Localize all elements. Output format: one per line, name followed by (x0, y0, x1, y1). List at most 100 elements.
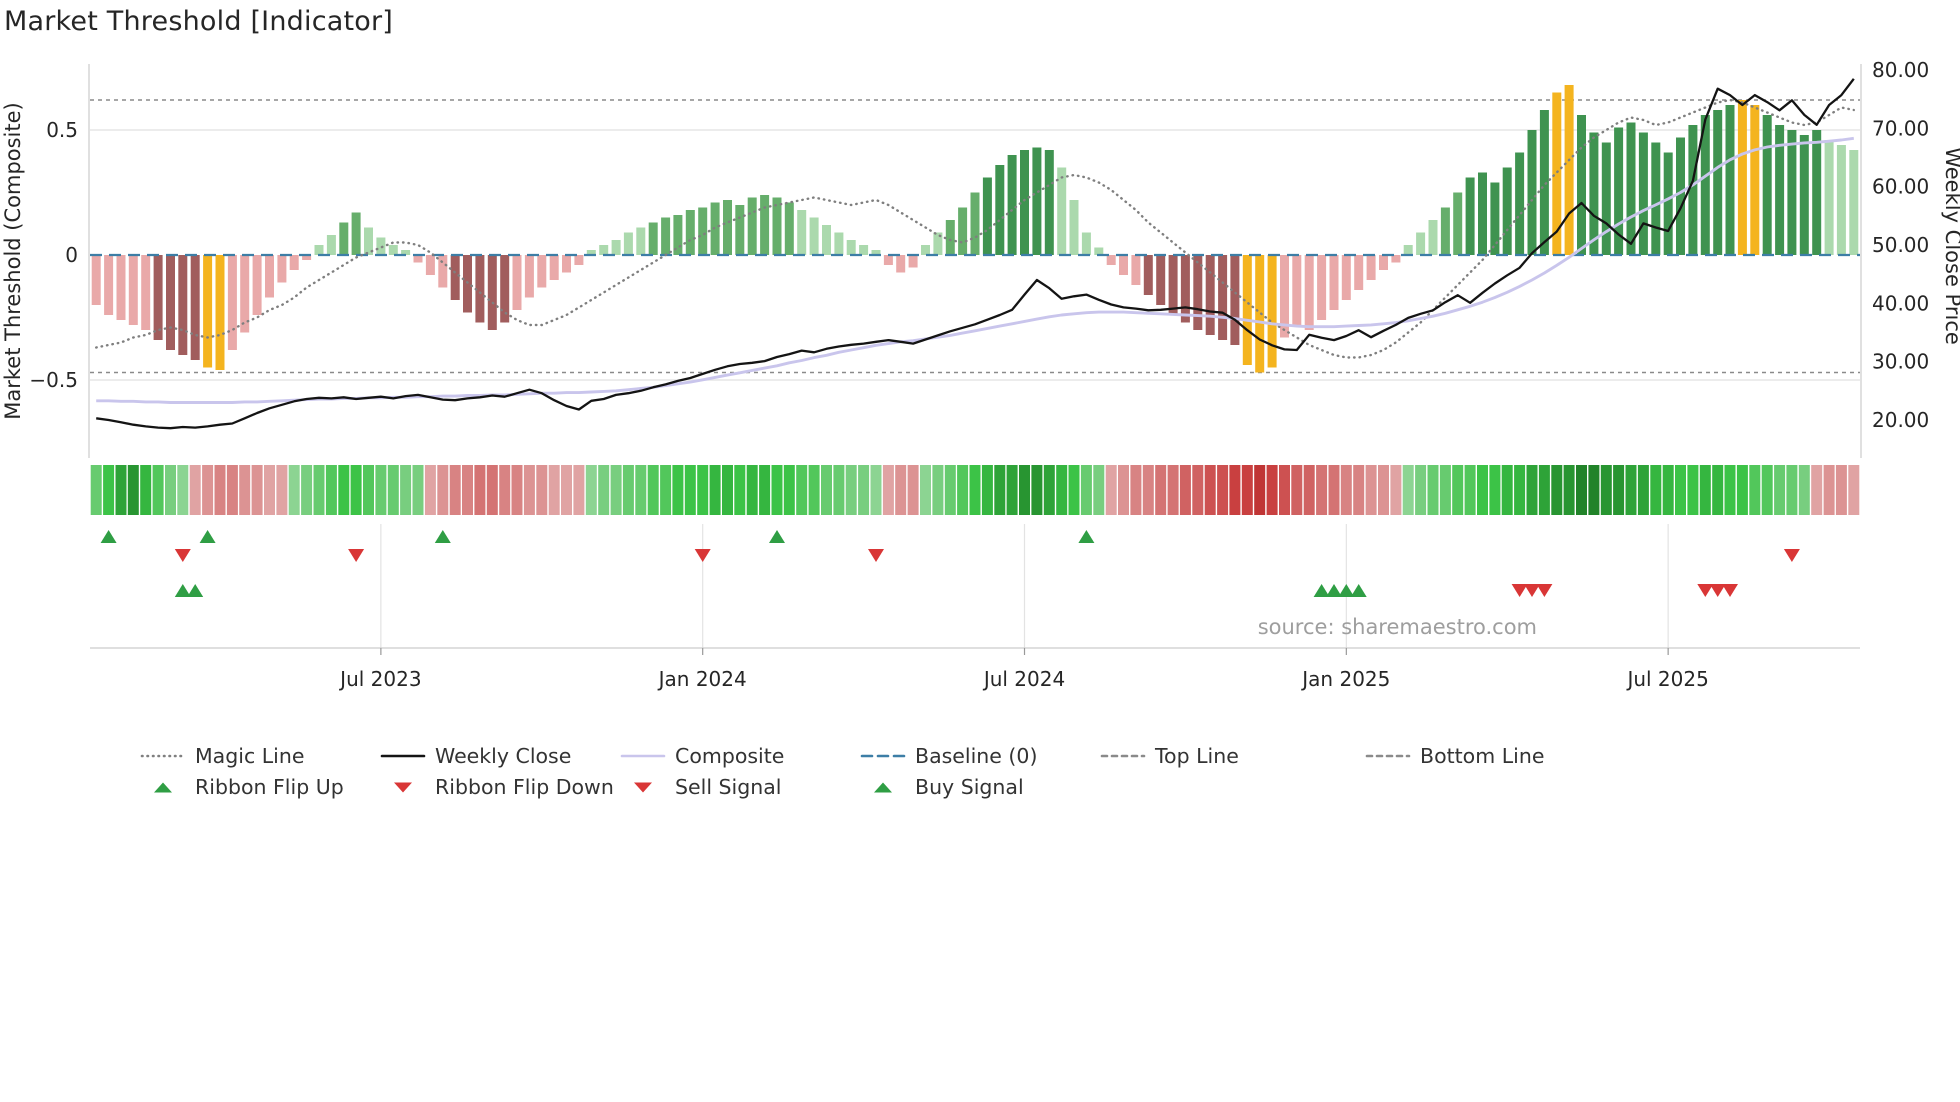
threshold-bar (1081, 232, 1091, 255)
ribbon-cell (1811, 465, 1823, 515)
ribbon-cell (1835, 465, 1847, 515)
ribbon-cell (1588, 465, 1600, 515)
threshold-bar (1341, 255, 1351, 300)
threshold-bar (1119, 255, 1128, 275)
ribbon-flip-up-marker (1078, 530, 1095, 543)
right-axis-tick-label: 70.00 (1872, 116, 1929, 140)
threshold-bar (1601, 142, 1611, 255)
page-title: Market Threshold [Indicator] (4, 6, 394, 37)
ribbon-cell (573, 465, 585, 515)
threshold-bar (1131, 255, 1141, 285)
ribbon-cell (115, 465, 127, 515)
threshold-bar (1552, 92, 1562, 255)
ribbon-cell (536, 465, 548, 515)
ribbon-cell (1130, 465, 1142, 515)
ribbon-cell (1761, 465, 1773, 515)
ribbon-cell (1637, 465, 1649, 515)
sell-signal-marker (1536, 584, 1553, 597)
ribbon-cell (449, 465, 461, 515)
ribbon-cell (1291, 465, 1303, 515)
ribbon-cell (1415, 465, 1427, 515)
threshold-bar (1366, 255, 1376, 280)
left-axis-tick-label: −0.5 (29, 368, 78, 392)
threshold-bar (1020, 150, 1029, 255)
ribbon-cell (1576, 465, 1587, 515)
ribbon-cell (1266, 465, 1278, 515)
ribbon-flip-down-marker (694, 549, 711, 562)
threshold-bar (1242, 255, 1252, 365)
x-axis-tick-label: Jan 2025 (1300, 667, 1390, 691)
ribbon-cell (1080, 465, 1092, 515)
solid-line-icon (380, 754, 426, 758)
threshold-bar (1478, 172, 1487, 255)
sell-signal-marker (1709, 584, 1726, 597)
threshold-bar (859, 245, 869, 255)
threshold-bar (970, 192, 980, 255)
ribbon-cell (1056, 465, 1068, 515)
legend-label: Bottom Line (1420, 744, 1545, 768)
threshold-bar (203, 255, 213, 368)
threshold-bar (1044, 150, 1054, 255)
threshold-bar (289, 255, 299, 270)
legend-item-ribbon-flip-down: Ribbon Flip Down (380, 774, 614, 800)
ribbon-cell (1600, 465, 1612, 515)
threshold-bar (921, 245, 930, 255)
threshold-bar (1156, 255, 1166, 305)
legend-label: Ribbon Flip Down (435, 775, 614, 799)
long-dashed-line-icon (860, 754, 906, 758)
threshold-bar (178, 255, 188, 355)
sell-signal-marker (1697, 584, 1714, 597)
ribbon-cell (239, 465, 251, 515)
legend-label: Top Line (1155, 744, 1239, 768)
threshold-bar (1836, 145, 1846, 255)
threshold-bar (1428, 220, 1438, 255)
ribbon-flip-down-marker (868, 549, 884, 562)
threshold-bar (339, 222, 349, 255)
threshold-bar (1292, 255, 1302, 325)
threshold-bar (1515, 152, 1525, 255)
ribbon-cell (375, 465, 387, 515)
threshold-bar (549, 255, 559, 280)
ribbon-cell (1526, 465, 1538, 515)
legend-item-composite: Composite (620, 743, 784, 769)
threshold-bar (822, 225, 831, 255)
threshold-bar (562, 255, 571, 273)
threshold-bar (227, 255, 237, 350)
left-axis-tick-label: 0.5 (46, 118, 78, 142)
ribbon-cell (264, 465, 275, 515)
ribbon-cell (1155, 465, 1167, 515)
ribbon-cell (622, 465, 634, 515)
threshold-bar (797, 210, 807, 255)
threshold-bar (1280, 255, 1289, 338)
legend-label: Ribbon Flip Up (195, 775, 344, 799)
ribbon-cell (783, 465, 795, 515)
threshold-bar (1143, 255, 1153, 295)
threshold-bar (1317, 255, 1327, 320)
threshold-bar (104, 255, 114, 315)
ribbon-cell (1241, 465, 1253, 515)
ribbon-cell (177, 465, 189, 515)
threshold-bar (723, 200, 732, 255)
threshold-bar (1713, 110, 1723, 255)
legend-item-magic-line: Magic Line (140, 743, 304, 769)
ribbon-cell (1427, 465, 1439, 515)
threshold-bar (1824, 140, 1834, 255)
threshold-bar (487, 255, 497, 330)
left-axis-title: Market Threshold (Composite) (1, 102, 25, 420)
ribbon-cell (140, 465, 152, 515)
threshold-bar (500, 255, 510, 323)
threshold-bar (1688, 125, 1698, 255)
ribbon-cell (1118, 465, 1129, 515)
threshold-bar (1069, 200, 1079, 255)
ribbon-cell (462, 465, 473, 515)
ribbon-cell (845, 465, 857, 515)
dashed-line-icon (1365, 754, 1411, 758)
threshold-bar (1440, 207, 1450, 255)
ribbon-cell (511, 465, 523, 515)
ribbon-cell (610, 465, 622, 515)
threshold-bar (1799, 135, 1809, 255)
chart-legend: Magic Line Weekly Close Composite Baseline … (0, 735, 1960, 825)
threshold-bar (1267, 255, 1277, 368)
ribbon-cell (660, 465, 672, 515)
